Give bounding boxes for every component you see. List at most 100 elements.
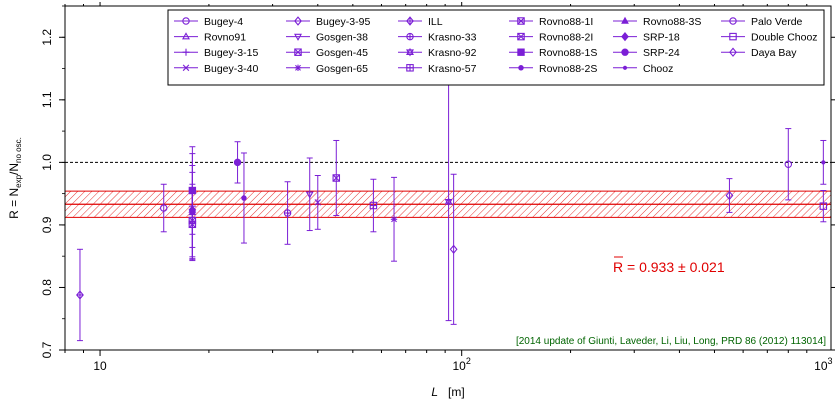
data-point-gosgen-65 <box>390 176 398 262</box>
legend-label: Double Chooz <box>751 32 818 44</box>
data-point-bugey-3-40 <box>314 174 322 230</box>
data-point-double-chooz <box>819 190 828 223</box>
marker-shape <box>294 16 302 26</box>
legend-item: Chooz <box>613 63 673 75</box>
legend-item: Bugey-4 <box>174 16 243 28</box>
legend-label: Rovno88-2S <box>539 63 597 75</box>
data-point-bugey-4 <box>159 183 168 233</box>
marker-shape <box>729 47 737 57</box>
legend-item: Gosgen-45 <box>286 47 368 59</box>
marker-part <box>391 216 397 223</box>
legend-item: Rovno88-1I <box>509 16 593 28</box>
marker-shape <box>332 174 341 182</box>
y-tick-label: 1.1 <box>40 91 54 108</box>
marker-shape <box>729 32 737 41</box>
data-point-daya-bay <box>725 178 734 213</box>
data-point-krasno-33 <box>283 181 292 245</box>
data-point-krasno-57 <box>369 178 378 233</box>
marker-part <box>314 199 322 206</box>
marker-shape <box>182 17 190 25</box>
legend-item: Rovno88-1S <box>509 47 597 59</box>
marker-shape <box>729 17 737 25</box>
legend-item: Krasno-33 <box>398 32 477 44</box>
legend-item: Gosgen-65 <box>286 63 368 75</box>
legend-label: Bugey-3-15 <box>204 47 258 59</box>
marker-shape <box>622 65 628 70</box>
y-tick-label: 1.0 <box>40 154 54 171</box>
legend-label: Bugey-3-40 <box>204 63 258 75</box>
data-points-layer <box>76 82 828 342</box>
x-tick-label: 102 <box>453 356 471 373</box>
legend-label: Bugey-3-95 <box>316 16 370 28</box>
marker-part <box>182 64 190 72</box>
legend-item: Daya Bay <box>721 47 797 59</box>
marker-shape <box>233 158 242 167</box>
legend-item: Krasno-92 <box>398 47 477 59</box>
average-label-value: = 0.933 ± 0.021 <box>623 259 725 275</box>
legend-label: Palo Verde <box>751 16 803 28</box>
marker-shape <box>784 160 793 168</box>
legend-label: Bugey-4 <box>204 16 243 28</box>
marker-shape <box>188 205 197 215</box>
legend-item: Rovno88-3S <box>613 16 701 28</box>
legend-label: Rovno91 <box>204 32 246 44</box>
legend-label: Chooz <box>643 63 673 75</box>
marker-part <box>294 48 302 56</box>
plot-frame <box>64 5 832 351</box>
marker-shape <box>182 32 190 40</box>
marker-shape <box>305 191 314 199</box>
legend-label: Daya Bay <box>751 47 797 59</box>
legend-label: Gosgen-45 <box>316 47 368 59</box>
marker-shape <box>449 244 458 255</box>
marker-shape <box>241 195 247 201</box>
marker-part <box>517 33 525 41</box>
y-tick-label: 0.8 <box>40 279 54 296</box>
data-point-srp-18 <box>188 171 197 248</box>
legend-item: Bugey-3-40 <box>174 63 258 75</box>
legend-label: Rovno88-2I <box>539 32 593 44</box>
marker-shape <box>406 49 414 57</box>
legend-item: SRP-24 <box>613 47 680 59</box>
marker-shape <box>444 198 453 207</box>
citation-annotation: [2014 update of Giunti, Laveder, Li, Liu… <box>516 336 826 347</box>
marker-shape <box>621 16 629 24</box>
marker-shape <box>517 32 525 41</box>
legend-item: Rovno88-2S <box>509 63 597 75</box>
legend-item: Bugey-3-15 <box>174 47 258 59</box>
x-tick-label: 10 <box>93 359 107 373</box>
legend-label: Krasno-33 <box>428 32 477 44</box>
legend-item: Double Chooz <box>721 32 818 44</box>
marker-shape <box>76 290 84 300</box>
marker-shape <box>517 17 525 25</box>
legend-item: Krasno-57 <box>398 63 477 75</box>
y-tick-label: 0.7 <box>40 341 54 358</box>
data-point-gosgen-45 <box>332 139 341 217</box>
data-point-srp-24 <box>233 141 242 184</box>
data-point-chooz <box>820 139 827 185</box>
data-point-gosgen-38 <box>305 157 314 232</box>
data-point-ill <box>76 248 84 342</box>
legend: Bugey-4 Rovno91 Bugey-3-15 Bugey-3-40 Bugey-… <box>167 9 825 86</box>
marker-part <box>332 174 340 182</box>
marker-part <box>517 17 525 25</box>
data-point-bugey-3-95 <box>449 173 458 325</box>
legend-item: ILL <box>398 16 443 28</box>
marker-shape <box>725 190 734 201</box>
legend-label: Rovno88-1I <box>539 16 593 28</box>
marker-shape <box>518 65 524 71</box>
legend-label: Rovno88-3S <box>643 16 701 28</box>
average-label-symbol: R <box>613 259 623 275</box>
legend-item: Gosgen-38 <box>286 32 368 44</box>
legend-item: Rovno88-2I <box>509 32 593 44</box>
legend-label: SRP-24 <box>643 47 680 59</box>
legend-label: Rovno88-1S <box>539 47 597 59</box>
legend-label: Krasno-92 <box>428 47 477 59</box>
legend-item: Palo Verde <box>721 16 803 28</box>
legend-box <box>167 9 825 86</box>
data-point-palo-verde <box>784 128 793 201</box>
marker-shape <box>159 204 168 212</box>
legend-label: SRP-18 <box>643 32 680 44</box>
legend-item: Bugey-3-95 <box>286 16 370 28</box>
